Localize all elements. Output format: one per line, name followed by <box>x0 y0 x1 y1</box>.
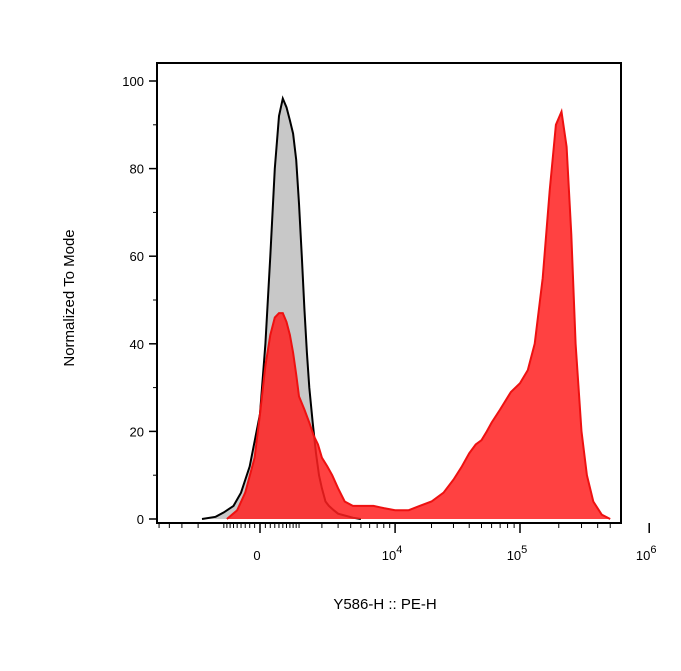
y-tick-label: 60 <box>130 249 144 264</box>
y-axis: 0 20 40 60 80 100 <box>122 74 157 527</box>
y-tick-label: 0 <box>137 512 144 527</box>
series-2-area <box>226 111 611 519</box>
y-tick-label: 20 <box>130 424 144 439</box>
x-tick-label: 104 <box>382 544 403 563</box>
y-tick-label: 100 <box>122 74 144 89</box>
series-1-area <box>202 98 361 519</box>
series-layer <box>201 95 611 520</box>
x-axis: 0 104 105 106 <box>158 523 657 563</box>
x-tick-label: 105 <box>507 544 528 563</box>
y-tick-label: 40 <box>130 337 144 352</box>
y-axis-title: Normalized To Mode <box>61 229 78 366</box>
x-tick-label: 106 <box>636 544 657 563</box>
x-tick-label: 0 <box>253 548 260 563</box>
y-tick-label: 80 <box>130 162 144 177</box>
series-2 <box>226 108 611 520</box>
plot-frame <box>156 62 622 524</box>
series-2-outline <box>226 108 611 520</box>
x-axis-title: Y586-H :: PE-H <box>333 596 436 613</box>
